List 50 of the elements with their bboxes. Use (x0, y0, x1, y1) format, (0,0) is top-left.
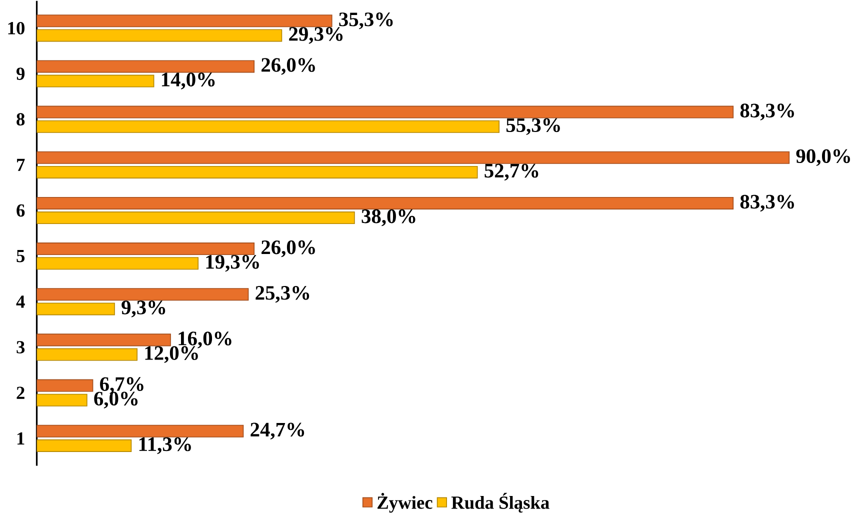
bar (36, 212, 355, 224)
bar (36, 439, 132, 452)
y-tick-label: 5 (16, 250, 25, 262)
data-label: 12,0% (145, 346, 198, 363)
data-label: 6,0% (94, 392, 138, 409)
bar (36, 151, 790, 164)
bar (36, 74, 154, 88)
y-tick-label: 1 (17, 432, 24, 445)
data-label: 38,0% (362, 209, 416, 226)
y-tick-label: 7 (17, 158, 25, 171)
data-label: 83,3% (740, 194, 794, 212)
bar (36, 288, 249, 301)
data-label: 52,7% (484, 164, 538, 181)
y-tick-label: 4 (16, 296, 25, 308)
data-label: 9,3% (122, 300, 166, 318)
data-label: 90,0% (796, 149, 850, 166)
y-tick-label: 9 (16, 68, 25, 80)
bar (36, 257, 199, 270)
bar (36, 120, 500, 133)
data-label: 11,3% (139, 437, 191, 454)
data-label: 83,3% (740, 104, 794, 120)
bar (36, 166, 478, 179)
bar (36, 60, 255, 73)
y-tick-label: 10 (8, 22, 24, 34)
bar (36, 334, 171, 346)
data-label: 35,3% (339, 12, 393, 30)
bar (36, 424, 244, 438)
data-label: 55,3% (506, 118, 560, 136)
data-label: 25,3% (256, 286, 310, 303)
data-label: 29,3% (289, 27, 343, 44)
bar (36, 348, 138, 361)
data-label: 24,7% (250, 422, 304, 440)
bar (36, 379, 94, 392)
data-label: 26,0% (262, 58, 315, 75)
y-tick-label: 6 (16, 204, 25, 217)
bar (36, 106, 734, 118)
data-label: 14,0% (162, 72, 215, 90)
bar (36, 302, 115, 316)
y-tick-label: 3 (16, 341, 25, 354)
data-label: 6,7% (100, 377, 144, 394)
legend-label: Ruda Śląska (451, 492, 550, 513)
data-label: 16,0% (178, 332, 232, 348)
bar (36, 14, 332, 28)
bar (36, 29, 282, 42)
y-tick-label: 2 (16, 386, 24, 399)
y-tick-label: 8 (16, 113, 25, 126)
data-label: 19,3% (206, 255, 259, 272)
data-label: 26,0% (262, 240, 315, 258)
legend-label: Żywiec (378, 492, 432, 513)
bar (36, 394, 88, 406)
